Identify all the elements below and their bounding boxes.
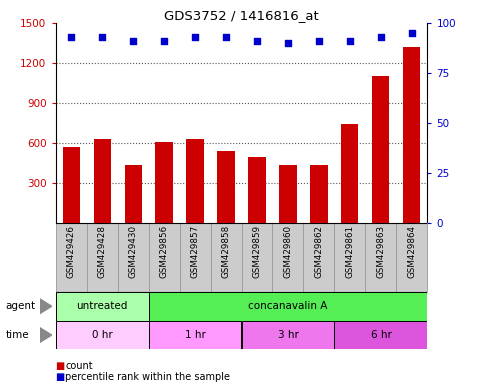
Text: 1 hr: 1 hr — [185, 330, 205, 340]
Text: GSM429859: GSM429859 — [253, 225, 261, 278]
Text: percentile rank within the sample: percentile rank within the sample — [65, 372, 230, 382]
Bar — [56, 223, 86, 292]
Point — [67, 34, 75, 40]
Bar — [311, 166, 327, 223]
Bar — [397, 223, 427, 292]
Text: GSM429864: GSM429864 — [408, 225, 416, 278]
Point — [98, 34, 106, 40]
Bar — [149, 321, 242, 349]
Text: 6 hr: 6 hr — [370, 330, 391, 340]
Point — [284, 40, 292, 46]
Bar — [56, 292, 149, 321]
Text: untreated: untreated — [76, 301, 128, 311]
Bar — [125, 166, 142, 223]
Text: 3 hr: 3 hr — [278, 330, 298, 340]
Text: GSM429428: GSM429428 — [98, 225, 107, 278]
Text: GSM429426: GSM429426 — [67, 225, 75, 278]
Bar — [242, 321, 334, 349]
Bar — [86, 223, 117, 292]
Point — [191, 34, 199, 40]
Bar — [303, 223, 334, 292]
Bar — [156, 142, 172, 223]
Bar — [149, 223, 180, 292]
Point — [408, 30, 416, 36]
Bar — [56, 321, 149, 349]
Bar — [334, 223, 366, 292]
Polygon shape — [40, 328, 52, 343]
Bar — [242, 223, 272, 292]
Point — [346, 38, 354, 44]
Bar — [248, 157, 266, 223]
Point — [315, 38, 323, 44]
Bar — [280, 166, 297, 223]
Text: GSM429430: GSM429430 — [128, 225, 138, 278]
Text: 0 hr: 0 hr — [92, 330, 113, 340]
Text: GSM429860: GSM429860 — [284, 225, 293, 278]
Bar — [186, 139, 203, 223]
Text: GSM429857: GSM429857 — [190, 225, 199, 278]
Text: ■: ■ — [56, 372, 65, 382]
Bar — [117, 223, 149, 292]
Text: time: time — [6, 330, 29, 340]
Title: GDS3752 / 1416816_at: GDS3752 / 1416816_at — [164, 9, 319, 22]
Text: count: count — [65, 361, 93, 371]
Bar — [180, 223, 211, 292]
Text: concanavalin A: concanavalin A — [248, 301, 327, 311]
Bar — [334, 321, 427, 349]
Text: GSM429856: GSM429856 — [159, 225, 169, 278]
Bar — [211, 223, 242, 292]
Point — [129, 38, 137, 44]
Bar — [366, 223, 397, 292]
Point — [160, 38, 168, 44]
Text: GSM429858: GSM429858 — [222, 225, 230, 278]
Point — [377, 34, 385, 40]
Point — [222, 34, 230, 40]
Bar — [217, 151, 235, 223]
Text: GSM429862: GSM429862 — [314, 225, 324, 278]
Text: agent: agent — [6, 301, 36, 311]
Bar — [149, 292, 427, 321]
Bar — [341, 124, 358, 223]
Text: GSM429861: GSM429861 — [345, 225, 355, 278]
Text: GSM429863: GSM429863 — [376, 225, 385, 278]
Text: ■: ■ — [56, 361, 65, 371]
Point — [253, 38, 261, 44]
Bar — [94, 139, 111, 223]
Polygon shape — [40, 299, 52, 314]
Bar — [62, 147, 80, 223]
Bar — [403, 47, 421, 223]
Bar — [272, 223, 303, 292]
Bar — [372, 76, 389, 223]
